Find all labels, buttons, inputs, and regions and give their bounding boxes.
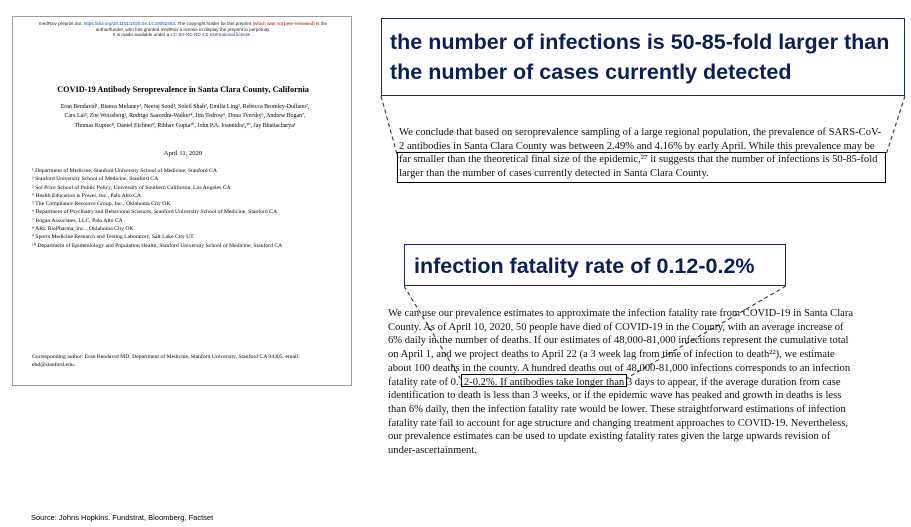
affiliation: ⁴ Health Education is Power, Inc., Palo … bbox=[32, 192, 142, 199]
header-line3-suffix: . bbox=[250, 32, 254, 38]
leader-line bbox=[403, 285, 461, 379]
corresponding-author: Corresponding author: Eran Bendavid MD, … bbox=[32, 354, 300, 369]
leader-line bbox=[626, 285, 787, 379]
author-line: Thomas Kupiec⁸, Daniel Eichner⁹, Ribhav … bbox=[74, 122, 296, 129]
author-line: Eran Bendavid¹, Bianca Mulaney², Neeraj … bbox=[60, 104, 310, 110]
affiliation: ⁵ The Compliance Resource Group, Inc., O… bbox=[32, 201, 171, 208]
header-mid: . The copyright holder for this preprint bbox=[174, 21, 253, 26]
header-line3-prefix: It is made available under a bbox=[112, 32, 171, 38]
affiliation: ¹⁰ Department of Epidemiology and Popula… bbox=[32, 242, 283, 249]
affiliation: ² Stanford University School of Medicine… bbox=[32, 176, 159, 183]
header-prefix: medRxiv preprint doi: bbox=[38, 21, 84, 26]
author-line: Cara Lai², Zoe Weissberg², Rodrigo Saave… bbox=[64, 113, 306, 120]
highlight-fold-larger bbox=[397, 152, 886, 183]
preprint-header: medRxiv preprint doi: https://doi.org/10… bbox=[17, 21, 349, 38]
source-note: Source: Johns Hopkins. Fundstrat, Bloomb… bbox=[31, 513, 214, 522]
affiliation: ⁶ Department of Psychiatry and Behaviora… bbox=[32, 209, 278, 216]
affiliation: ⁸ ARL BioPharma, Inc. , Oklahoma City OK bbox=[32, 226, 134, 233]
affiliation: ³ Sol Price School of Public Policy, Uni… bbox=[32, 184, 231, 191]
affiliation: ⁷ Bogan Associates, LLC, Palo Alto CA bbox=[32, 217, 123, 224]
author-list: Eran Bendavid¹, Bianca Mulaney², Neeraj … bbox=[33, 103, 337, 131]
affiliation: ⁹ Sports Medicine Research and Testing L… bbox=[32, 234, 194, 241]
paper-date: April 11, 2020 bbox=[163, 150, 203, 157]
paper-title: COVID-19 Antibody Seroprevalence in Sant… bbox=[57, 85, 309, 94]
affiliation: ¹ Department of Medicine, Stanford Unive… bbox=[32, 168, 217, 174]
preprint-page: medRxiv preprint doi: https://doi.org/10… bbox=[12, 16, 352, 386]
doi-link[interactable]: https://doi.org/10.1101/2020.04.14.20062… bbox=[83, 21, 175, 26]
fatality-paragraph: We can use our prevalence estimates to a… bbox=[388, 308, 854, 457]
affiliation-list: ¹ Department of Medicine, Stanford Unive… bbox=[32, 167, 340, 250]
callout-fold-larger: the number of infections is 50-85-fold l… bbox=[381, 18, 905, 96]
highlight-fatality-rate bbox=[461, 374, 627, 387]
leader-line bbox=[884, 95, 906, 159]
conclusion-paragraph: We conclude that based on seroprevalence… bbox=[399, 127, 882, 180]
callout-fatality-rate: infection fatality rate of 0.12-0.2% bbox=[404, 244, 786, 286]
header-suffix: is the bbox=[314, 21, 328, 26]
leader-line bbox=[380, 95, 399, 159]
header-license-line: author/funder, who has granted medRxiv a… bbox=[95, 26, 271, 32]
peer-review-note: (which was not peer-reviewed) bbox=[252, 21, 315, 26]
license-link[interactable]: CC-BY-NC-ND 4.0 International license bbox=[170, 32, 251, 38]
